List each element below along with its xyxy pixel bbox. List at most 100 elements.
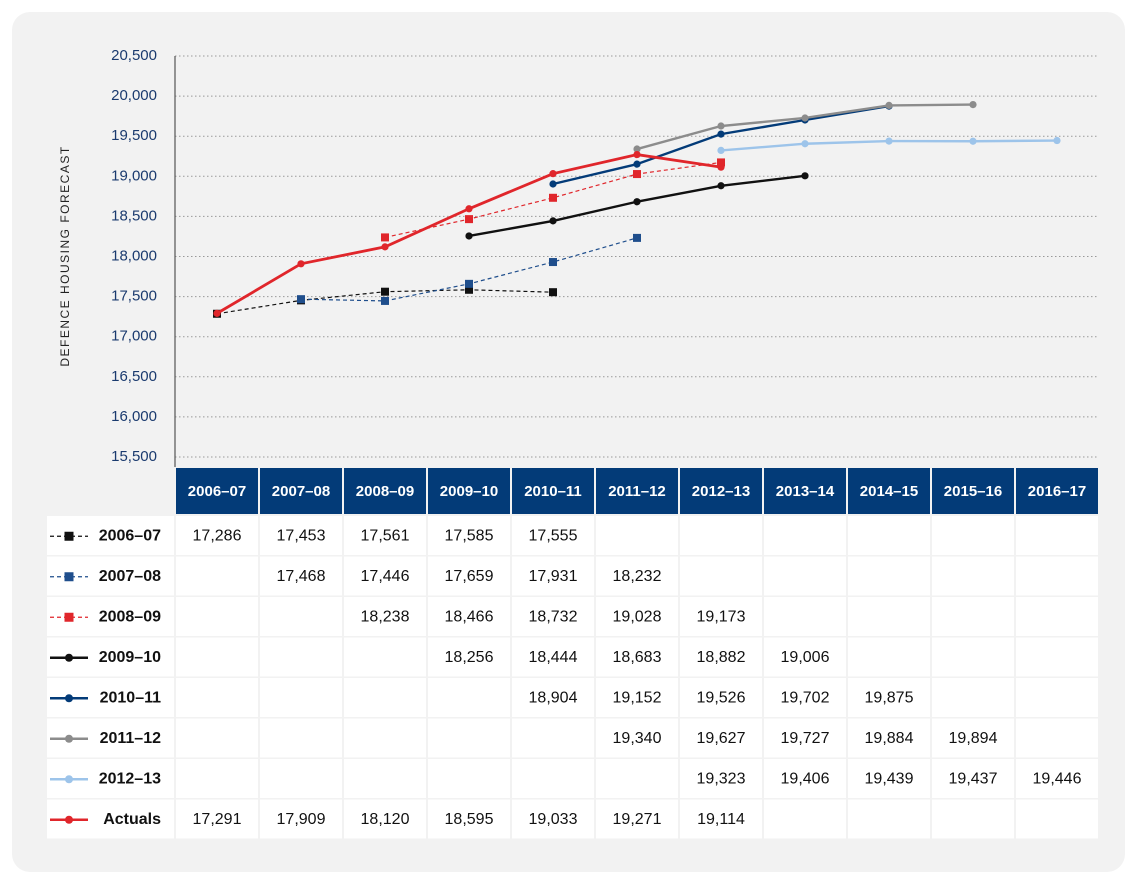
point xyxy=(633,170,641,179)
table-cell xyxy=(680,556,762,596)
header-cell xyxy=(428,468,510,514)
table-cell xyxy=(596,516,678,555)
y-tick-label: 17,500 xyxy=(111,288,157,305)
point xyxy=(717,163,725,171)
point xyxy=(801,114,809,122)
table-cell xyxy=(1016,597,1098,636)
value-label: 19,437 xyxy=(949,770,998,787)
value-label: 18,232 xyxy=(613,568,662,585)
table-cell xyxy=(344,637,426,677)
point xyxy=(633,198,641,206)
table-cell xyxy=(512,718,594,758)
legend-label: 2006–07 xyxy=(99,527,161,544)
value-label: 18,683 xyxy=(613,649,662,666)
value-label: 19,323 xyxy=(697,770,746,787)
point xyxy=(633,233,641,242)
table-cell xyxy=(260,556,342,596)
table-cell xyxy=(176,637,258,677)
y-tick-label: 19,000 xyxy=(111,167,157,184)
value-label: 18,732 xyxy=(529,608,578,625)
header-cell xyxy=(932,468,1014,514)
legend-marker xyxy=(65,653,73,662)
table-cell xyxy=(428,597,510,636)
table-cell xyxy=(932,759,1014,798)
y-tick-label: 18,000 xyxy=(111,247,157,264)
table-cell xyxy=(764,718,846,758)
table-cell xyxy=(680,799,762,839)
table-cell xyxy=(596,718,678,758)
header-cell xyxy=(596,468,678,514)
table-cell xyxy=(428,759,510,798)
point xyxy=(465,215,473,224)
table-cell xyxy=(512,637,594,677)
table-cell xyxy=(176,556,258,596)
point xyxy=(885,137,893,145)
value-label: 17,468 xyxy=(277,568,326,585)
value-label: 17,446 xyxy=(361,568,410,585)
value-label: 17,561 xyxy=(361,527,410,544)
value-label: 17,286 xyxy=(193,527,242,544)
value-label: 19,446 xyxy=(1033,770,1082,787)
table-cell xyxy=(260,637,342,677)
table-cell xyxy=(680,597,762,636)
table-cell xyxy=(848,597,930,636)
y-tick-label: 19,500 xyxy=(111,127,157,144)
point xyxy=(549,193,557,202)
table-cell xyxy=(260,759,342,798)
table-cell xyxy=(512,678,594,717)
point xyxy=(549,288,557,297)
table-cell xyxy=(764,759,846,798)
legend-label: 2011–12 xyxy=(100,730,162,747)
table-cell xyxy=(176,759,258,798)
point xyxy=(381,287,389,296)
table-cell xyxy=(428,556,510,596)
y-tick-label: 16,000 xyxy=(111,408,157,425)
y-tick-label: 18,500 xyxy=(111,207,157,224)
table-cell xyxy=(428,678,510,717)
value-label: 19,006 xyxy=(781,649,830,666)
value-label: 19,340 xyxy=(613,730,662,747)
table-cell xyxy=(596,637,678,677)
table-cell xyxy=(260,597,342,636)
legend-marker xyxy=(64,612,74,622)
legend-label: 2009–10 xyxy=(99,649,161,666)
y-tick-label: 20,500 xyxy=(111,47,157,64)
point xyxy=(465,279,473,288)
point xyxy=(213,309,221,317)
x-tick-label: 2010–11 xyxy=(524,483,582,500)
table-cell xyxy=(680,718,762,758)
legend-marker xyxy=(65,775,73,784)
table-cell xyxy=(932,556,1014,596)
header-cell xyxy=(260,468,342,514)
header-cell xyxy=(1016,468,1098,514)
x-tick-label: 2013–14 xyxy=(776,483,835,500)
table-cell xyxy=(1016,556,1098,596)
table-cell xyxy=(848,516,930,555)
value-label: 19,406 xyxy=(781,770,830,787)
table-cell xyxy=(932,799,1014,839)
value-label: 18,238 xyxy=(361,608,410,625)
legend-marker xyxy=(64,531,74,541)
value-label: 19,894 xyxy=(949,730,998,747)
table-cell xyxy=(1016,718,1098,758)
point xyxy=(465,232,473,240)
table-cell xyxy=(848,637,930,677)
value-label: 19,173 xyxy=(697,608,746,625)
x-tick-label: 2011–12 xyxy=(608,483,666,500)
value-label: 19,526 xyxy=(697,689,746,706)
table-cell xyxy=(344,678,426,717)
value-label: 17,555 xyxy=(529,527,578,544)
value-label: 18,444 xyxy=(529,649,578,666)
table-cell xyxy=(764,516,846,555)
legend-marker xyxy=(64,572,74,582)
value-label: 18,466 xyxy=(445,608,494,625)
value-label: 18,120 xyxy=(361,811,410,828)
value-label: 17,453 xyxy=(277,527,326,544)
table-cell xyxy=(932,516,1014,555)
table-cell xyxy=(764,597,846,636)
value-label: 19,271 xyxy=(613,811,662,828)
table-cell xyxy=(932,718,1014,758)
point xyxy=(381,243,389,251)
x-tick-label: 2015–16 xyxy=(944,483,1002,500)
table-cell xyxy=(176,799,258,839)
